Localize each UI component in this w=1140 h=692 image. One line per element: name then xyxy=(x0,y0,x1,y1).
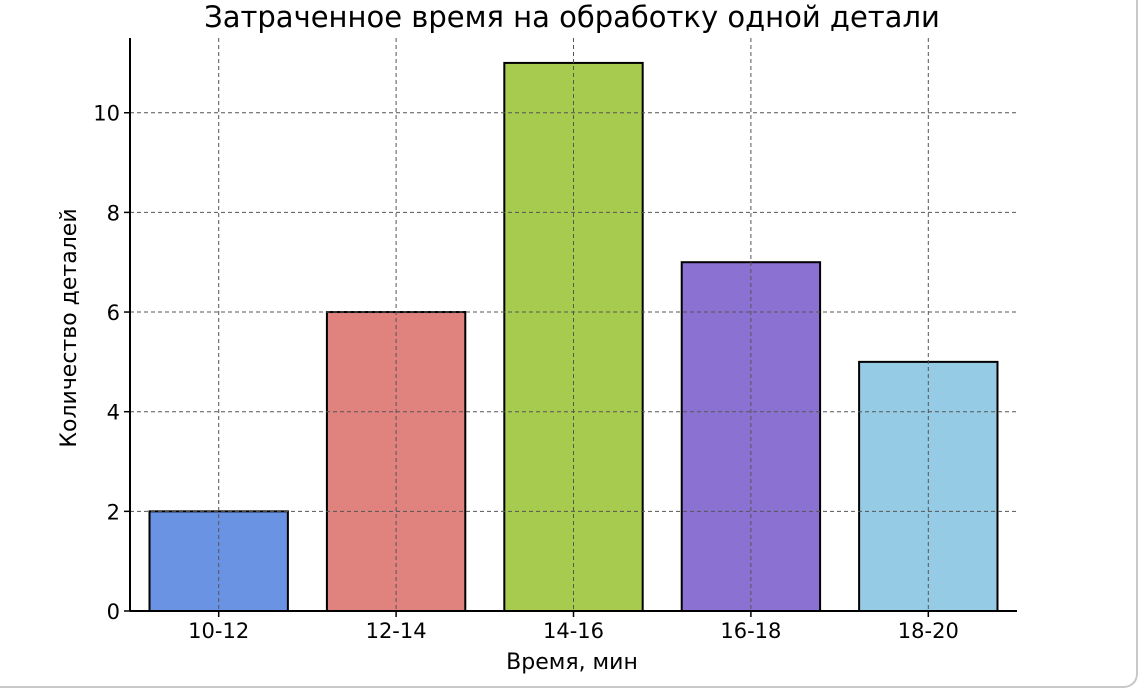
grid-lines xyxy=(130,38,1017,611)
x-tick-label-12-14: 12-14 xyxy=(366,619,427,643)
y-axis-title: Количество деталей xyxy=(57,208,82,447)
chart-title: Затраченное время на обработку одной дет… xyxy=(204,0,940,34)
y-tick-label-6: 6 xyxy=(107,301,120,325)
bars xyxy=(148,61,999,613)
x-axis-title: Время, мин xyxy=(506,650,638,675)
x-tick-label-10-12: 10-12 xyxy=(188,619,249,643)
y-tick-label-10: 10 xyxy=(93,102,120,126)
x-tick-label-16-18: 16-18 xyxy=(720,619,781,643)
y-tick-label-0: 0 xyxy=(107,600,120,624)
y-tick-labels: 0 2 4 6 8 10 xyxy=(93,102,120,624)
axes xyxy=(124,38,1017,617)
bar-10-12 xyxy=(148,510,289,613)
y-tick-label-4: 4 xyxy=(107,401,120,425)
y-tick-label-2: 2 xyxy=(107,500,120,524)
y-tick-label-8: 8 xyxy=(107,201,120,225)
x-tick-labels: 10-12 12-14 14-16 16-18 18-20 xyxy=(188,619,959,643)
x-tick-label-18-20: 18-20 xyxy=(898,619,959,643)
x-tick-label-14-16: 14-16 xyxy=(543,619,604,643)
